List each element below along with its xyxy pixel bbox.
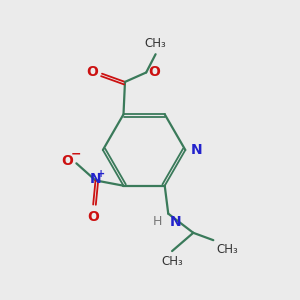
- Text: CH₃: CH₃: [145, 37, 166, 50]
- Text: N: N: [170, 215, 182, 229]
- Text: CH₃: CH₃: [161, 256, 183, 268]
- Text: CH₃: CH₃: [216, 243, 238, 256]
- Text: O: O: [148, 65, 160, 80]
- Text: N: N: [90, 172, 101, 186]
- Text: H: H: [152, 215, 162, 228]
- Text: −: −: [71, 147, 82, 161]
- Text: +: +: [97, 169, 105, 179]
- Text: O: O: [87, 210, 99, 224]
- Text: N: N: [190, 143, 202, 157]
- Text: O: O: [61, 154, 73, 168]
- Text: O: O: [87, 65, 98, 79]
